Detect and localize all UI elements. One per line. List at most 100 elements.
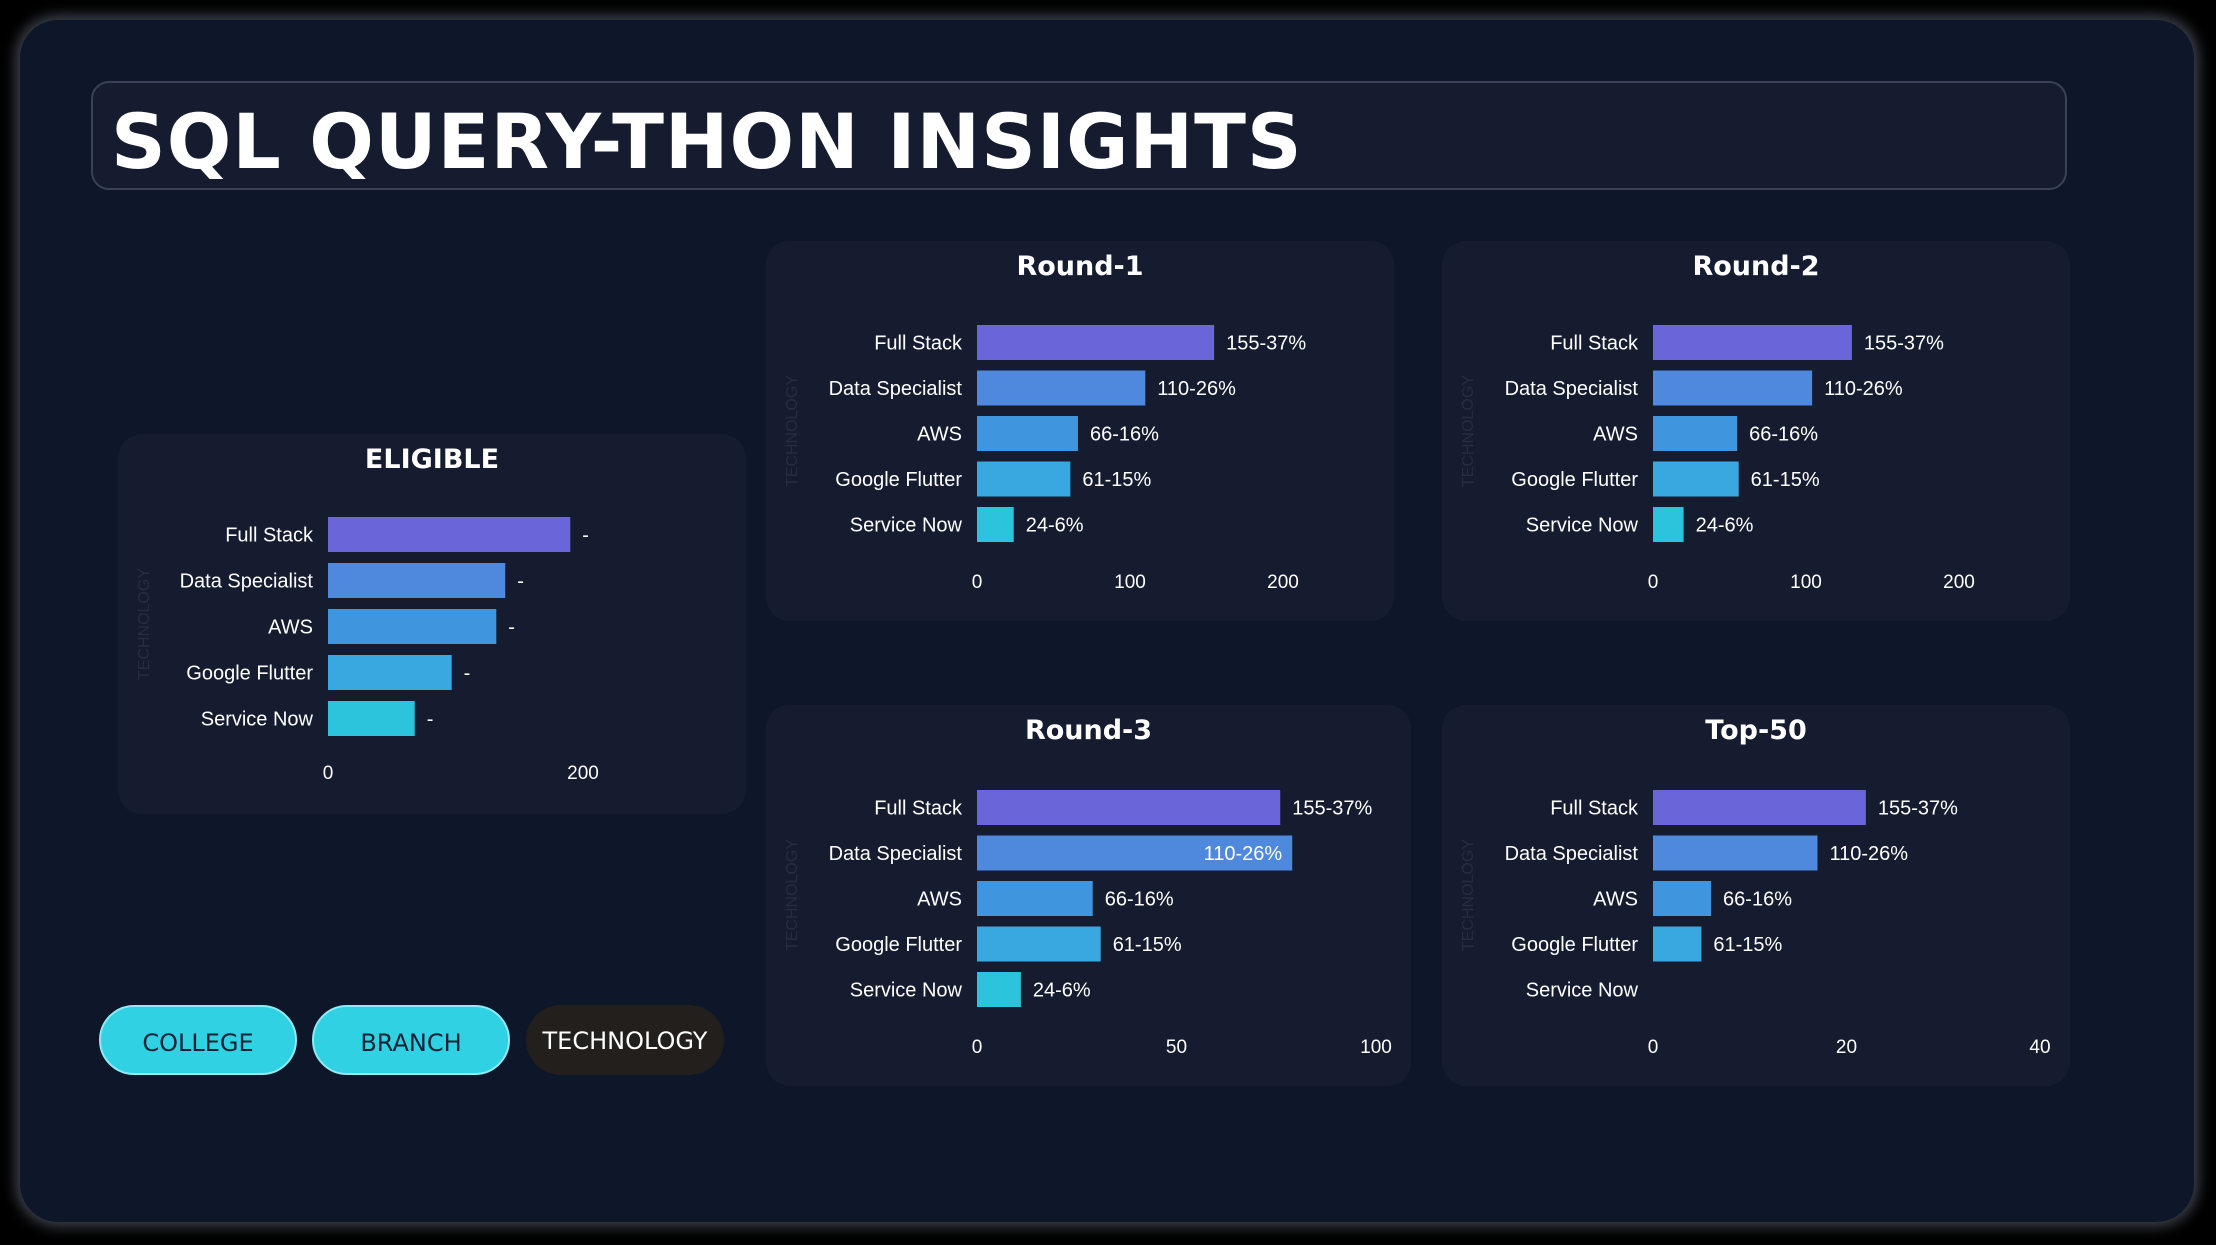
bar	[977, 507, 1014, 542]
tick-label: 200	[567, 763, 599, 784]
tick-label: 0	[1648, 572, 1659, 593]
bar	[977, 790, 1281, 825]
tick-label: 200	[1943, 572, 1975, 593]
eligible-title: ELIGIBLE	[364, 444, 500, 475]
round3-title: Round-3	[1024, 715, 1153, 746]
category-label: Google Flutter	[1511, 934, 1638, 956]
category-label: AWS	[268, 617, 313, 639]
data-label: 61-15%	[1082, 469, 1151, 491]
bar	[1653, 325, 1852, 360]
data-label: 24-6%	[1026, 515, 1084, 537]
data-label: -	[517, 571, 524, 593]
category-label: Full Stack	[1550, 798, 1639, 820]
round2-chart: Full Stack 155-37% Data Specialist 110-26% A…	[1505, 325, 1975, 593]
title-banner: SQL QUERY-THON INSIGHTS	[91, 81, 2067, 190]
category-label: Data Specialist	[829, 378, 963, 400]
category-label: Service Now	[850, 980, 963, 1002]
data-label: 110-26%	[1204, 843, 1283, 865]
tick-label: 200	[1267, 572, 1299, 593]
data-label: 61-15%	[1751, 469, 1820, 491]
data-label: 155-37%	[1292, 798, 1372, 820]
top50-title: Top-50	[1705, 715, 1807, 746]
top50-chart: Full Stack 155-37% Data Specialist 110-26% A…	[1505, 790, 2051, 1058]
bar	[1653, 416, 1738, 451]
bar	[977, 370, 1146, 406]
data-label: 66-16%	[1090, 424, 1159, 446]
data-label: 110-26%	[1829, 843, 1908, 865]
data-label: -	[464, 663, 471, 685]
category-label: Full Stack	[1550, 333, 1639, 355]
bar	[977, 835, 1293, 871]
data-label: 110-26%	[1824, 378, 1903, 400]
tick-label: 100	[1790, 572, 1822, 593]
tick-label: 0	[972, 1037, 983, 1058]
category-label: AWS	[1593, 889, 1638, 911]
category-label: Full Stack	[225, 525, 314, 547]
bar	[1653, 881, 1712, 916]
round1-panel: Round-1 TECHNOLOGY Full Stack 155-37% Data…	[766, 241, 1394, 621]
tick-label: 50	[1166, 1037, 1187, 1058]
data-label: 66-16%	[1723, 889, 1792, 911]
round2-title: Round-2	[1692, 251, 1820, 282]
bar	[328, 563, 506, 598]
category-label: Google Flutter	[835, 469, 962, 491]
data-label: 66-16%	[1105, 889, 1174, 911]
tick-label: 0	[1648, 1037, 1659, 1058]
bar	[977, 881, 1093, 916]
round2-panel: Round-2 TECHNOLOGY Full Stack 155-37% Data…	[1442, 241, 2070, 621]
top50-panel: Top-50 TECHNOLOGY Full Stack 155-37% Data …	[1442, 705, 2070, 1086]
bar	[977, 926, 1101, 962]
category-label: Full Stack	[874, 798, 963, 820]
college-button[interactable]: COLLEGE	[99, 1005, 297, 1075]
bar	[977, 416, 1078, 451]
category-label: Service Now	[1526, 515, 1639, 537]
eligible-chart: Full Stack - Data Specialist - AWS - Google Fl…	[180, 517, 599, 784]
bar	[328, 609, 497, 644]
bar	[1653, 461, 1739, 497]
category-label: Google Flutter	[835, 934, 962, 956]
data-label: 155-37%	[1226, 333, 1306, 355]
category-label: Data Specialist	[1505, 843, 1639, 865]
data-label: 61-15%	[1713, 934, 1782, 956]
category-label: Data Specialist	[180, 571, 314, 593]
bar	[1653, 507, 1684, 542]
category-label: AWS	[917, 889, 962, 911]
eligible-panel: ELIGIBLE TECHNOLOGY Full Stack - Data Spec…	[118, 434, 746, 814]
round1-title: Round-1	[1016, 251, 1144, 282]
bar	[328, 701, 415, 736]
category-label: AWS	[917, 424, 962, 446]
data-label: 61-15%	[1113, 934, 1182, 956]
round3-chart: Full Stack 155-37% Data Specialist 110-26% A…	[829, 790, 1392, 1058]
data-label: -	[508, 617, 515, 639]
bar	[1653, 790, 1866, 825]
round3-panel: Round-3 TECHNOLOGY Full Stack 155-37% Data…	[766, 705, 1411, 1086]
tick-label: 100	[1360, 1037, 1392, 1058]
tick-label: 40	[2029, 1037, 2050, 1058]
category-label: Google Flutter	[1511, 469, 1638, 491]
category-label: Service Now	[201, 709, 314, 731]
category-label: Data Specialist	[1505, 378, 1639, 400]
data-label: -	[427, 709, 434, 731]
technology-button[interactable]: TECHNOLOGY	[526, 1005, 724, 1075]
category-label: Data Specialist	[829, 843, 963, 865]
round1-chart: Full Stack 155-37% Data Specialist 110-26% A…	[829, 325, 1306, 593]
data-label: 110-26%	[1157, 378, 1236, 400]
data-label: 24-6%	[1696, 515, 1754, 537]
data-label: -	[582, 525, 589, 547]
data-label: 66-16%	[1749, 424, 1818, 446]
category-label: Google Flutter	[186, 663, 313, 685]
data-label: 155-37%	[1864, 333, 1944, 355]
bar	[1653, 926, 1702, 962]
tick-label: 20	[1836, 1037, 1857, 1058]
tick-label: 0	[972, 572, 983, 593]
tick-label: 0	[323, 763, 334, 784]
tick-label: 100	[1114, 572, 1146, 593]
bar	[1653, 370, 1813, 406]
bar	[328, 655, 452, 690]
bar	[328, 517, 571, 552]
data-label: 155-37%	[1878, 798, 1958, 820]
branch-button[interactable]: BRANCH	[312, 1005, 510, 1075]
page-title: SQL QUERY-THON INSIGHTS	[111, 97, 1303, 186]
bar	[1653, 835, 1818, 871]
category-label: Full Stack	[874, 333, 963, 355]
